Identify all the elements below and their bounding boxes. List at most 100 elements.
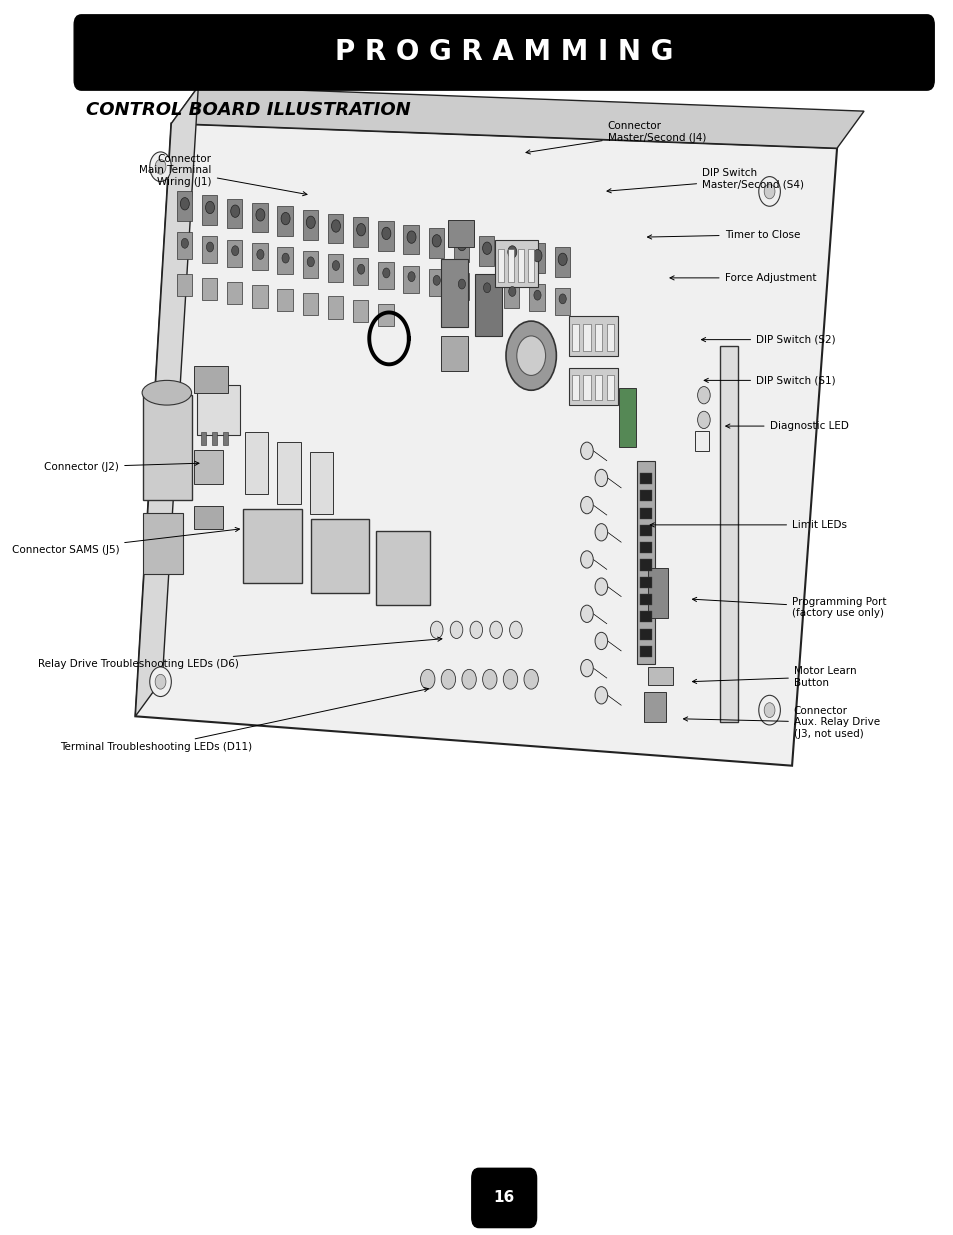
Bar: [639, 525, 651, 536]
Circle shape: [430, 621, 442, 638]
Bar: [647, 667, 673, 685]
Circle shape: [534, 290, 540, 300]
Circle shape: [558, 294, 566, 304]
Circle shape: [595, 524, 607, 541]
Bar: [277, 206, 293, 236]
Circle shape: [255, 209, 265, 221]
Bar: [639, 508, 651, 519]
Bar: [277, 247, 293, 274]
Bar: [454, 273, 469, 300]
Bar: [568, 316, 618, 356]
Bar: [504, 240, 519, 269]
Circle shape: [282, 253, 289, 263]
Polygon shape: [135, 86, 198, 716]
Bar: [227, 282, 242, 304]
Circle shape: [356, 224, 365, 236]
Circle shape: [306, 216, 314, 228]
Bar: [142, 395, 192, 500]
Bar: [403, 266, 418, 293]
Bar: [202, 236, 217, 263]
Text: Diagnostic LED: Diagnostic LED: [725, 421, 847, 431]
Bar: [176, 191, 192, 221]
Bar: [527, 249, 534, 282]
Polygon shape: [172, 86, 863, 148]
Text: CONTROL BOARD ILLUSTRATION: CONTROL BOARD ILLUSTRATION: [86, 101, 410, 120]
Ellipse shape: [142, 380, 192, 405]
Bar: [639, 629, 651, 640]
Bar: [376, 531, 430, 605]
Bar: [568, 368, 618, 405]
Text: DIP Switch
Master/Second (S4): DIP Switch Master/Second (S4): [606, 168, 803, 193]
Text: 16: 16: [493, 1191, 515, 1205]
Bar: [212, 432, 217, 445]
Circle shape: [505, 321, 556, 390]
Circle shape: [357, 264, 364, 274]
Bar: [302, 293, 317, 315]
Bar: [328, 296, 343, 319]
Circle shape: [407, 231, 416, 243]
Bar: [639, 542, 651, 553]
Circle shape: [580, 442, 593, 459]
Bar: [302, 251, 317, 278]
Bar: [507, 249, 514, 282]
Bar: [517, 249, 523, 282]
Circle shape: [508, 287, 516, 296]
Bar: [311, 519, 369, 593]
Bar: [252, 203, 268, 232]
Text: Connector SAMS (J5): Connector SAMS (J5): [11, 527, 239, 555]
Bar: [529, 243, 544, 273]
Circle shape: [758, 695, 780, 725]
Bar: [227, 240, 242, 267]
Circle shape: [523, 669, 537, 689]
Circle shape: [440, 669, 456, 689]
Circle shape: [595, 687, 607, 704]
Bar: [440, 336, 468, 370]
Text: Connector
Aux. Relay Drive
(J3, not used): Connector Aux. Relay Drive (J3, not used…: [682, 706, 879, 739]
Bar: [595, 375, 601, 400]
Bar: [639, 611, 651, 622]
Circle shape: [482, 669, 497, 689]
Circle shape: [420, 669, 435, 689]
Bar: [478, 236, 494, 266]
Bar: [193, 506, 222, 529]
FancyBboxPatch shape: [74, 15, 933, 90]
Circle shape: [595, 632, 607, 650]
Text: P R O G R A M M I N G: P R O G R A M M I N G: [335, 38, 673, 67]
Bar: [606, 375, 614, 400]
Bar: [353, 217, 368, 247]
Circle shape: [381, 227, 391, 240]
Text: Connector
Main Terminal
Wiring (J1): Connector Main Terminal Wiring (J1): [139, 154, 307, 195]
Bar: [454, 232, 469, 262]
Bar: [478, 277, 494, 304]
Circle shape: [433, 275, 440, 285]
Bar: [475, 274, 502, 336]
Circle shape: [382, 268, 390, 278]
Circle shape: [155, 674, 166, 689]
Polygon shape: [720, 346, 738, 722]
Circle shape: [558, 253, 567, 266]
Circle shape: [332, 261, 339, 270]
Circle shape: [461, 669, 476, 689]
Bar: [377, 262, 394, 289]
Bar: [377, 221, 394, 251]
Bar: [643, 692, 665, 722]
Bar: [639, 577, 651, 588]
Circle shape: [231, 205, 239, 217]
Circle shape: [509, 621, 521, 638]
Circle shape: [150, 667, 172, 697]
Bar: [495, 240, 537, 287]
Text: Force Adjustment: Force Adjustment: [669, 273, 815, 283]
Bar: [252, 243, 268, 270]
Bar: [639, 473, 651, 484]
Bar: [639, 646, 651, 657]
Bar: [554, 247, 569, 277]
Bar: [618, 388, 635, 447]
Circle shape: [180, 198, 189, 210]
Circle shape: [758, 177, 780, 206]
Text: Limit LEDs: Limit LEDs: [650, 520, 846, 530]
Circle shape: [507, 246, 517, 258]
Circle shape: [697, 411, 709, 429]
Text: Relay Drive Troubleshooting LEDs (D6): Relay Drive Troubleshooting LEDs (D6): [38, 637, 441, 669]
Text: Timer to Close: Timer to Close: [647, 230, 800, 240]
Circle shape: [281, 212, 290, 225]
